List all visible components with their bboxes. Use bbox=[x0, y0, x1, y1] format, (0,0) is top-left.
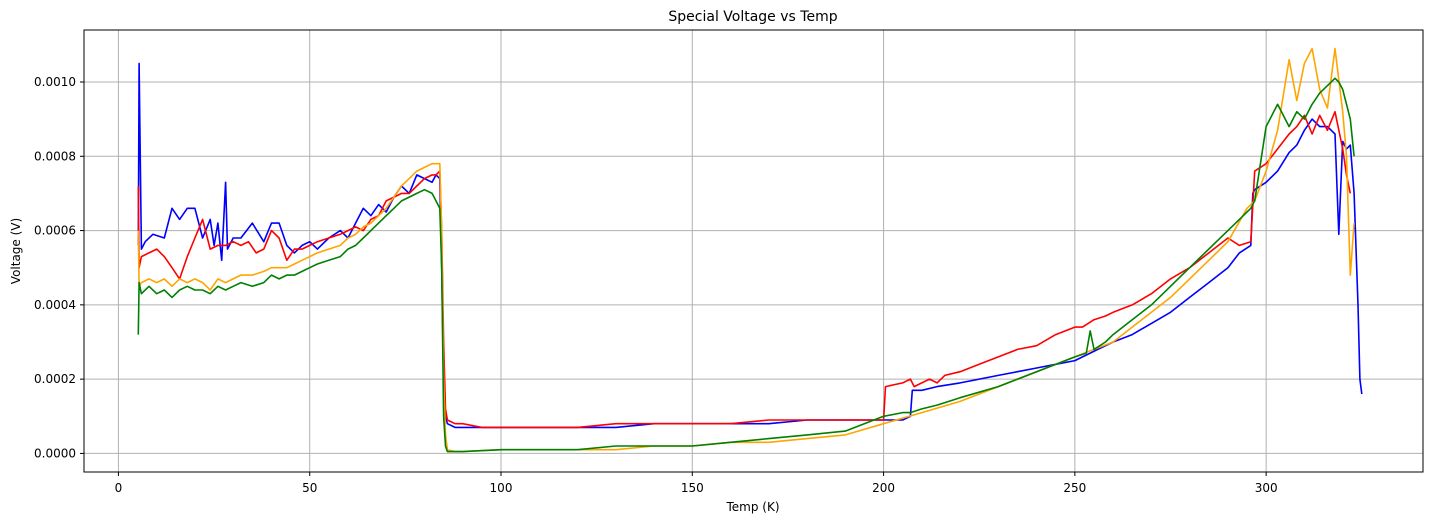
y-tick-label: 0.0008 bbox=[34, 149, 76, 163]
y-tick-label: 0.0010 bbox=[34, 75, 76, 89]
x-tick-label: 150 bbox=[681, 481, 704, 495]
ticks: 0 50 100 150 200 250 300 0.0000 0.0002 0.0004 0.00… bbox=[34, 75, 1278, 495]
y-tick-label: 0.0006 bbox=[34, 224, 76, 238]
plot-series bbox=[137, 47, 1363, 453]
x-tick-label: 250 bbox=[1063, 481, 1086, 495]
series-line-3 bbox=[137, 47, 1355, 453]
plot-frame bbox=[83, 29, 1424, 473]
x-axis-label: Temp (K) bbox=[725, 500, 779, 514]
chart-title: Special Voltage vs Temp bbox=[668, 9, 837, 25]
y-tick-label: 0.0004 bbox=[34, 298, 76, 312]
grid bbox=[84, 30, 1423, 472]
y-axis-label: Voltage (V) bbox=[9, 218, 23, 284]
x-tick-label: 300 bbox=[1255, 481, 1278, 495]
series-line-4 bbox=[137, 77, 1355, 453]
x-tick-label: 100 bbox=[490, 481, 513, 495]
y-tick-label: 0.0000 bbox=[34, 446, 76, 460]
x-tick-label: 50 bbox=[302, 481, 317, 495]
series-line-2 bbox=[137, 110, 1352, 429]
x-tick-label: 200 bbox=[872, 481, 895, 495]
x-tick-label: 0 bbox=[115, 481, 123, 495]
y-tick-label: 0.0002 bbox=[34, 372, 76, 386]
